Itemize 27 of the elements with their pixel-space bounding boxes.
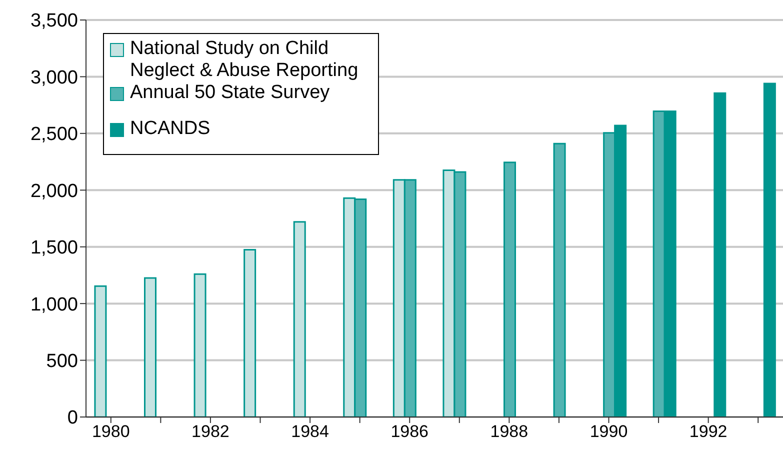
x-tick-label: 1982 [192, 422, 230, 442]
x-tick-label: 1980 [92, 422, 130, 442]
legend-label: Annual 50 State Survey [130, 82, 330, 104]
x-tick-label: 1988 [490, 422, 528, 442]
y-tick-label: 2,000 [30, 180, 78, 202]
legend-label: NCANDS [130, 118, 210, 140]
bar [94, 285, 107, 417]
bar [763, 82, 776, 417]
x-tick-label: 1992 [689, 422, 728, 442]
bar [553, 142, 566, 417]
y-tick-label: 1,000 [30, 294, 78, 316]
y-tick-label: 2,500 [30, 124, 78, 146]
bar [144, 277, 156, 417]
bar [293, 221, 306, 417]
bar [503, 162, 516, 417]
bar [244, 248, 256, 417]
x-tick-label: 1984 [291, 422, 329, 442]
y-tick-label: 3,000 [30, 67, 78, 88]
y-tick-label: 0 [67, 408, 78, 429]
x-tick-label: 1986 [390, 422, 429, 442]
y-tick-label: 1,500 [30, 238, 78, 259]
bar [714, 92, 726, 417]
y-tick-label: 3,500 [30, 10, 78, 32]
x-tick-label: 1990 [590, 422, 628, 442]
y-tick-label: 500 [46, 351, 78, 372]
legend-label: National Study on Child Neglect & Abuse Reporting [130, 38, 360, 82]
bar [194, 273, 206, 417]
